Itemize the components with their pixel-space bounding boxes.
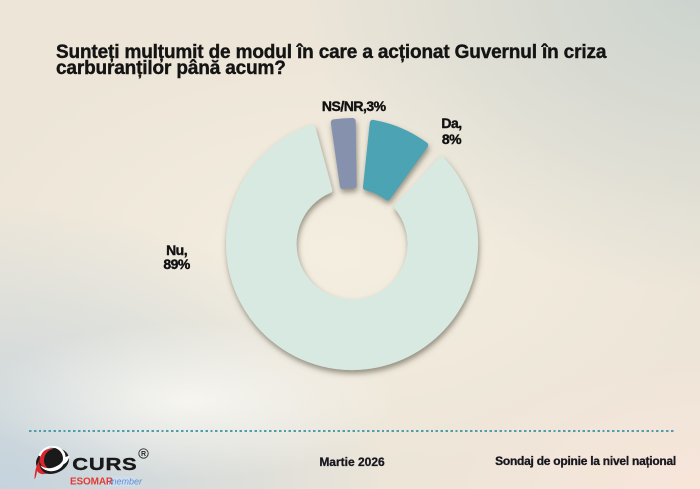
svg-text:ESOMAR: ESOMAR: [70, 477, 114, 488]
svg-text:R: R: [141, 451, 146, 458]
svg-text:member: member: [109, 477, 143, 487]
svg-text:CURS: CURS: [72, 455, 137, 475]
